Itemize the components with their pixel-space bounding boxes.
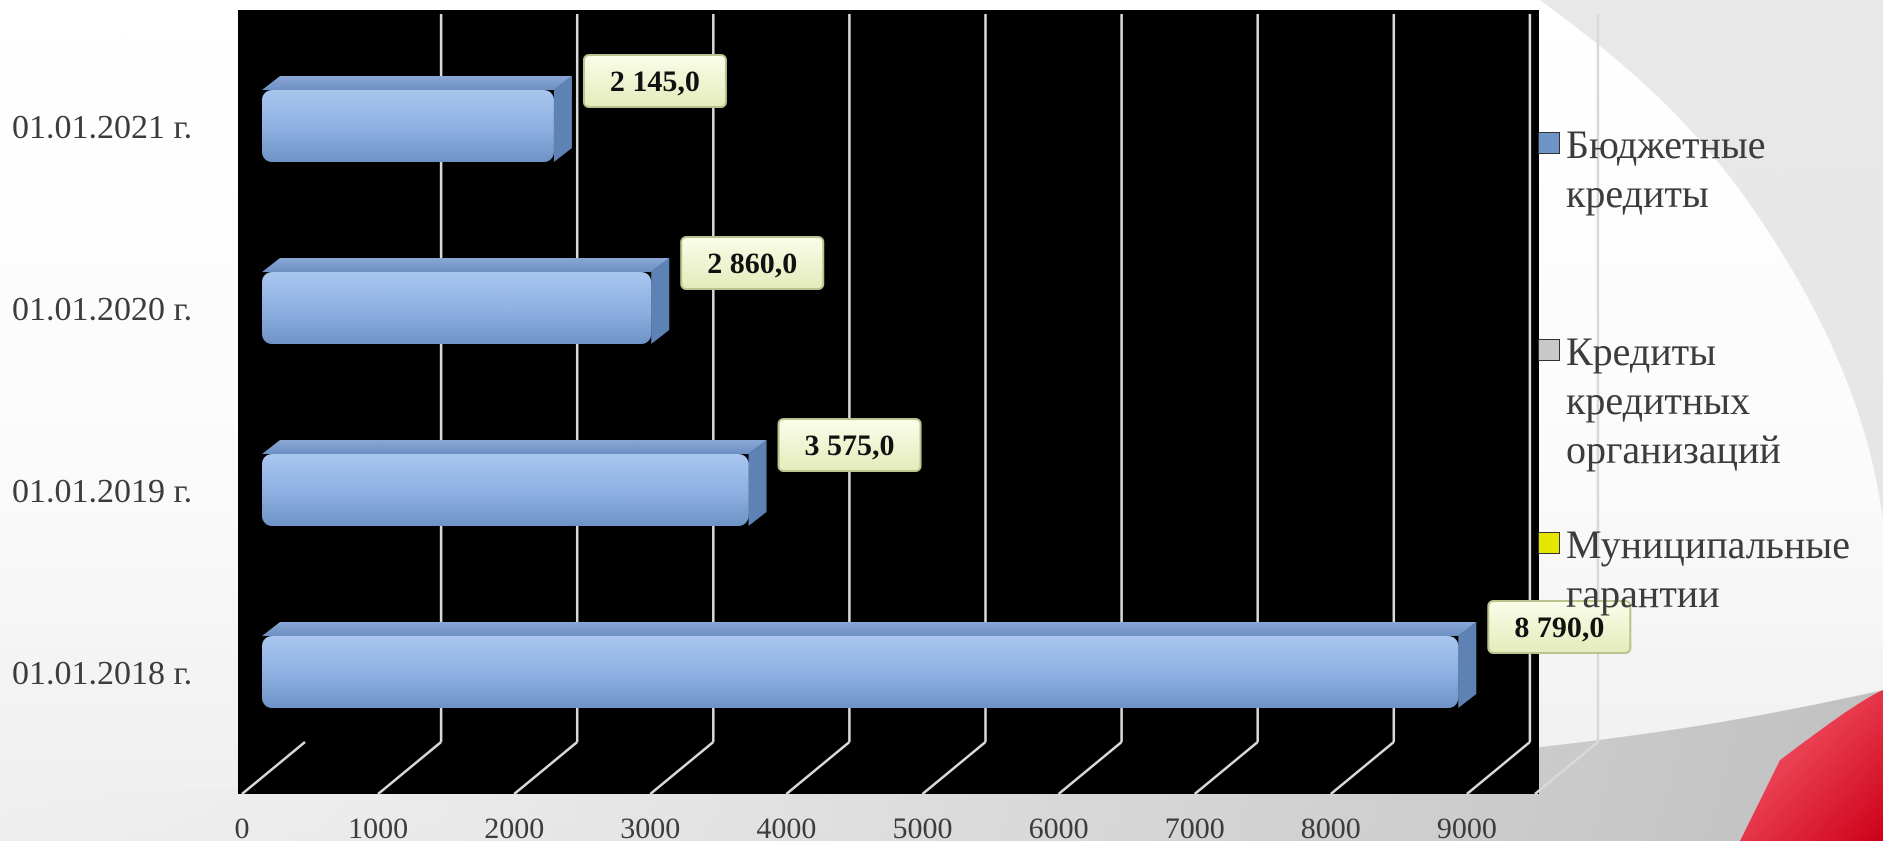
value-axis: 0 1000 2000 3000 4000 5000 6000 7000 8000 9000: [235, 812, 1497, 841]
x-tick-label: 2000: [484, 812, 544, 841]
bar-бюджетные-кредиты-3: [262, 636, 1459, 708]
data-label-2: 3 575,0: [805, 429, 895, 462]
data-labels: 2 145,0 2 860,0 3 575,0 8 790,0: [582, 54, 1632, 654]
legend-label-budget-credits: Бюджетные кредиты: [1566, 122, 1766, 216]
x-tick-label: 7000: [1165, 812, 1225, 841]
floor-line-1000: [377, 741, 442, 795]
floor-line-7000: [1193, 741, 1259, 795]
bar-side-0: [553, 76, 572, 162]
legend-label-bank-credits: Кредиты кредитных организаций: [1566, 329, 1781, 472]
legend-swatch-budget-credits: [1538, 132, 1560, 154]
bar-side-2: [748, 440, 767, 526]
bars: [262, 76, 1477, 708]
floor-line-5000: [921, 741, 987, 795]
floor-line-3000: [649, 741, 715, 795]
floor-line-end: [1534, 741, 1599, 795]
legend-label-municipal-guarantees: Муниципальные гарантии: [1566, 522, 1850, 616]
floor-line-6000: [1057, 741, 1123, 795]
bar-бюджетные-кредиты-2: [262, 454, 749, 526]
category-label-2: 01.01.2019 г.: [12, 473, 192, 510]
x-tick-label: 8000: [1301, 812, 1361, 841]
category-label-0: 01.01.2021 г.: [12, 109, 192, 146]
data-label-0: 2 145,0: [610, 65, 700, 98]
data-label-box-0: [582, 54, 727, 108]
bar-side-1: [651, 258, 670, 344]
x-tick-label: 9000: [1437, 812, 1497, 841]
data-label-3: 8 790,0: [1514, 611, 1604, 644]
legend-swatch-bank-credits: [1538, 339, 1560, 361]
legend-item-budget-credits: Бюджетные кредиты: [1538, 120, 1881, 218]
bar-бюджетные-кредиты-0: [262, 90, 554, 162]
data-label-box-3: [1487, 600, 1632, 654]
x-tick-label: 6000: [1029, 812, 1089, 841]
floor-line-0: [241, 741, 306, 795]
legend-item-bank-credits: Кредиты кредитных организаций: [1538, 327, 1881, 474]
bar-top-2: [262, 440, 767, 454]
legend-swatch-municipal-guarantees: [1538, 532, 1560, 554]
bar-top-0: [262, 76, 572, 90]
data-label-box-2: [777, 418, 922, 472]
x-tick-label: 0: [235, 812, 250, 841]
x-tick-label: 3000: [620, 812, 680, 841]
floor-line-8000: [1330, 741, 1395, 795]
legend-item-municipal-guarantees: Муниципальные гарантии: [1538, 520, 1881, 618]
category-label-1: 01.01.2020 г.: [12, 291, 192, 328]
bar-бюджетные-кредиты-1: [262, 272, 652, 344]
bar-top-1: [262, 258, 670, 272]
category-label-3: 01.01.2018 г.: [12, 655, 192, 692]
x-tick-label: 1000: [348, 812, 408, 841]
floor-line-4000: [785, 741, 851, 795]
floor-line-2000: [513, 741, 578, 795]
bar-top-3: [262, 622, 1477, 636]
x-tick-label: 5000: [893, 812, 953, 841]
x-tick-label: 4000: [756, 812, 816, 841]
bar-side-3: [1458, 622, 1477, 708]
category-axis: 01.01.2021 г. 01.01.2020 г. 01.01.2019 г. 0…: [12, 109, 192, 692]
data-label-1: 2 860,0: [707, 247, 797, 280]
floor-line-9000: [1466, 741, 1531, 795]
data-label-box-1: [680, 236, 825, 290]
